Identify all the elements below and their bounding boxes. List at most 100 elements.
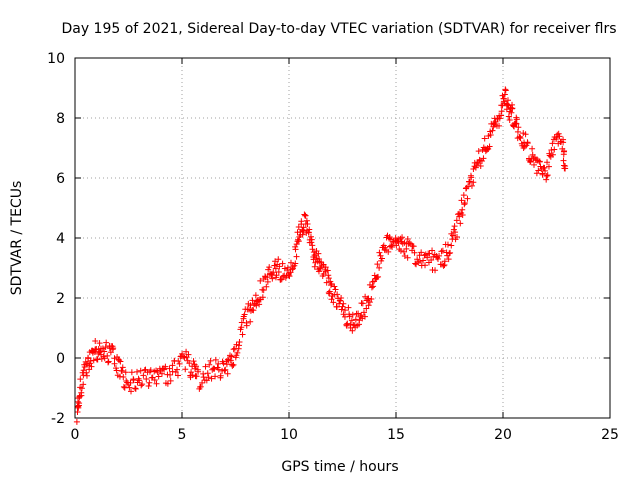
data-point [385, 248, 392, 255]
data-point [295, 236, 301, 243]
data-point [215, 366, 222, 373]
data-point [266, 264, 273, 271]
data-point [287, 259, 294, 266]
data-point [546, 152, 553, 159]
data-point [289, 265, 296, 272]
data-point [468, 174, 475, 181]
data-point [460, 192, 467, 199]
data-point [325, 272, 332, 279]
data-point [328, 296, 335, 303]
data-point [444, 241, 451, 248]
data-point [363, 305, 370, 312]
data-point [134, 368, 141, 375]
data-point [436, 252, 443, 259]
data-point [435, 256, 442, 263]
data-point [426, 250, 433, 257]
data-point [263, 283, 270, 290]
data-point [500, 95, 507, 102]
data-point [509, 105, 516, 112]
data-point [422, 262, 429, 269]
data-point [543, 176, 550, 183]
data-point [440, 262, 447, 269]
data-point [475, 148, 482, 155]
data-point [445, 256, 452, 263]
data-point [188, 369, 195, 376]
data-point [306, 226, 313, 233]
data-point [477, 162, 484, 169]
data-point [461, 201, 468, 208]
data-point [239, 331, 246, 338]
data-point [432, 267, 439, 274]
data-point [424, 254, 431, 261]
data-point [205, 374, 212, 381]
data-point [136, 377, 143, 384]
data-point [352, 316, 359, 323]
data-point [517, 135, 524, 142]
data-point [193, 373, 200, 380]
data-point [403, 245, 410, 252]
data-point [155, 373, 162, 380]
data-point [508, 109, 515, 116]
data-point [489, 127, 496, 134]
data-point [542, 167, 549, 174]
data-point [299, 231, 306, 238]
data-point [486, 143, 493, 150]
data-point [279, 260, 286, 267]
data-point [180, 353, 187, 360]
data-point [247, 318, 254, 325]
data-point [128, 388, 135, 395]
data-point [328, 280, 335, 287]
data-point [548, 146, 555, 153]
data-point [158, 370, 165, 377]
data-point [182, 366, 189, 373]
data-point [374, 261, 381, 268]
data-point [404, 254, 411, 261]
data-point [217, 372, 224, 379]
data-point [395, 239, 402, 246]
data-point [138, 382, 145, 389]
data-point [120, 383, 127, 390]
data-point [545, 163, 552, 170]
data-point [543, 173, 550, 180]
data-point [203, 377, 210, 384]
data-point [359, 300, 366, 307]
data-point [161, 366, 168, 373]
axis-layer [74, 57, 611, 419]
data-point [478, 158, 485, 165]
data-point [417, 258, 424, 265]
data-point [503, 106, 510, 113]
data-point [221, 367, 228, 374]
data-point [145, 383, 152, 390]
data-point [102, 344, 109, 351]
data-point [176, 360, 183, 367]
data-point [438, 248, 445, 255]
data-point [272, 265, 279, 272]
data-point [130, 377, 137, 384]
data-point [275, 269, 282, 276]
data-point [73, 418, 80, 425]
data-point [326, 288, 333, 295]
data-point [228, 353, 235, 360]
data-point [368, 296, 375, 303]
data-point [212, 373, 219, 380]
data-point [404, 236, 411, 243]
data-point [447, 249, 454, 256]
data-point [189, 372, 196, 379]
x-tick-label: 5 [178, 427, 187, 443]
data-point [452, 229, 459, 236]
data-point [265, 266, 272, 273]
data-point [420, 257, 427, 264]
data-point [229, 362, 236, 369]
data-point [369, 278, 376, 285]
data-point [193, 363, 200, 370]
data-point [556, 133, 563, 140]
data-point [86, 360, 93, 367]
data-point [562, 163, 569, 169]
data-point [516, 133, 523, 140]
data-point [339, 303, 346, 310]
data-point [459, 212, 466, 219]
data-point [90, 357, 97, 364]
data-point [230, 346, 237, 353]
data-point [429, 247, 436, 254]
